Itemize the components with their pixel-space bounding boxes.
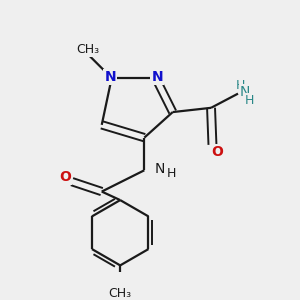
Text: N: N	[151, 70, 163, 84]
Text: O: O	[212, 145, 224, 159]
Text: CH₃: CH₃	[76, 43, 99, 56]
Text: O: O	[59, 170, 71, 184]
Text: CH₃: CH₃	[109, 287, 132, 300]
Text: N: N	[240, 85, 250, 99]
Text: H: H	[245, 94, 254, 107]
Text: N: N	[104, 70, 116, 84]
Text: H: H	[167, 167, 176, 180]
Text: H: H	[236, 79, 245, 92]
Text: N: N	[155, 162, 165, 176]
